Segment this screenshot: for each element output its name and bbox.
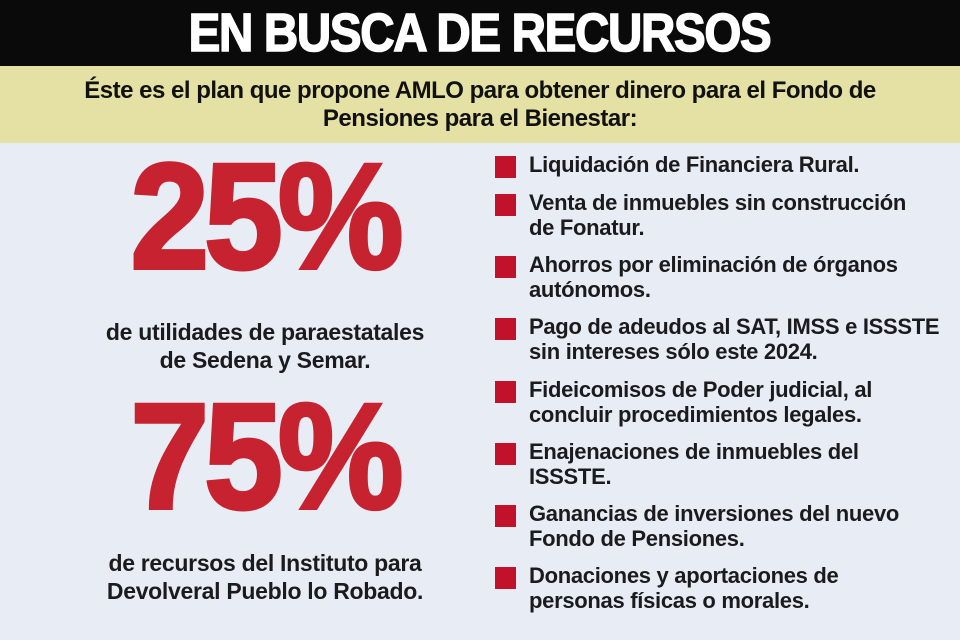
list-item: Ahorros por eliminación de órganos autón…: [495, 252, 955, 302]
stat-caption-25: de utilidades de paraestatales de Sedena…: [105, 319, 425, 373]
list-item: Venta de inmuebles sin construcción de F…: [495, 190, 955, 240]
list-item-text: Liquidación de Financiera Rural.: [529, 152, 860, 177]
red-square-bullet-icon: [495, 318, 516, 340]
bullet-list-column: Liquidación de Financiera Rural. Venta d…: [495, 143, 955, 640]
list-item-text: Ahorros por eliminación de órganos autón…: [529, 252, 898, 302]
red-square-bullet-icon: [495, 194, 516, 216]
subtitle-text: Éste es el plan que propone AMLO para ob…: [84, 76, 876, 132]
list-group-1: Liquidación de Financiera Rural. Venta d…: [495, 152, 955, 364]
list-item-text: Ganancias de inversiones del nuevo Fondo…: [529, 501, 900, 551]
stat-caption-75: de recursos del Instituto para Devolvera…: [106, 550, 424, 604]
list-item: Ganancias de inversiones del nuevo Fondo…: [495, 501, 955, 551]
list-item: Liquidación de Financiera Rural.: [495, 152, 955, 178]
red-square-bullet-icon: [495, 156, 516, 178]
list-item-text: Pago de adeudos al SAT, IMSS e ISSSTE si…: [529, 314, 940, 364]
list-item-text: Fideicomisos de Poder judicial, al concl…: [529, 377, 873, 427]
red-square-bullet-icon: [495, 567, 516, 589]
main-body: 25% de utilidades de paraestatales de Se…: [0, 132, 960, 640]
red-square-bullet-icon: [495, 505, 516, 527]
red-square-bullet-icon: [495, 443, 516, 465]
list-item-text: Donaciones y aportaciones de personas fí…: [529, 563, 839, 613]
header-band: EN BUSCA DE RECURSOS: [0, 0, 960, 66]
list-item: Donaciones y aportaciones de personas fí…: [495, 563, 955, 613]
list-item: Pago de adeudos al SAT, IMSS e ISSSTE si…: [495, 314, 955, 364]
list-item-text: Venta de inmuebles sin construcción de F…: [529, 190, 907, 240]
red-square-bullet-icon: [495, 256, 516, 278]
list-item: Fideicomisos de Poder judicial, al concl…: [495, 377, 955, 427]
list-item-text: Enajenaciones de inmuebles del ISSSTE.: [529, 439, 859, 489]
stat-value-25: 25%: [129, 132, 406, 300]
list-group-2: Fideicomisos de Poder judicial, al concl…: [495, 377, 955, 613]
red-square-bullet-icon: [495, 381, 516, 403]
page-title: EN BUSCA DE RECURSOS: [188, 3, 772, 63]
stat-value-75: 75%: [129, 372, 406, 540]
list-item: Enajenaciones de inmuebles del ISSSTE.: [495, 439, 955, 489]
subtitle-band: Éste es el plan que propone AMLO para ob…: [0, 66, 960, 143]
stats-column: 25% de utilidades de paraestatales de Se…: [40, 132, 490, 640]
